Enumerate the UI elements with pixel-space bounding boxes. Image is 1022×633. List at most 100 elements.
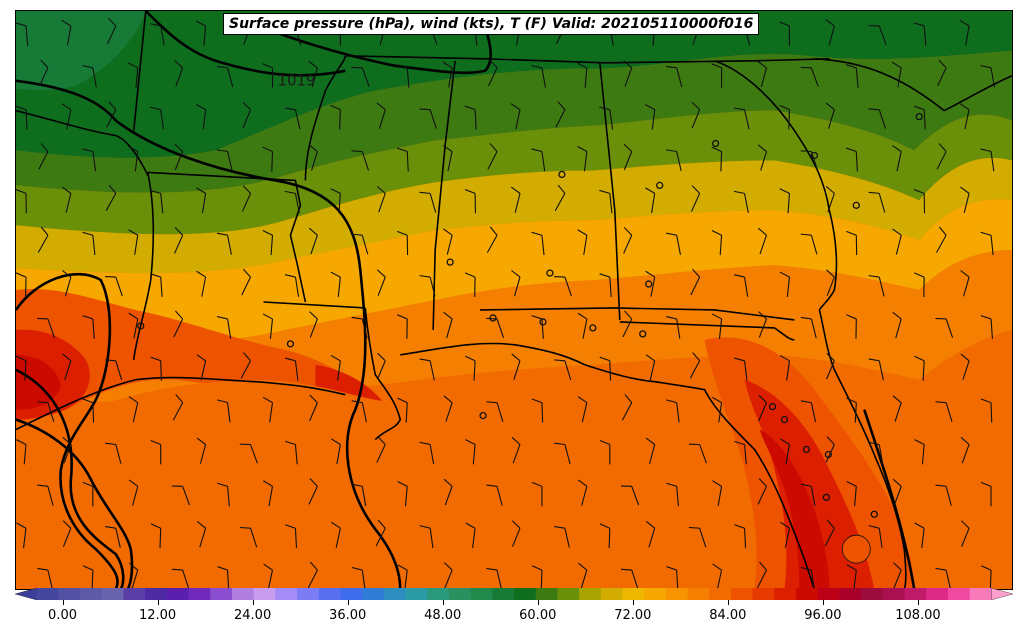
wind-barb: [666, 316, 681, 339]
state-boundary: [345, 55, 830, 64]
wind-barb: [824, 519, 835, 547]
wind-barb: [893, 562, 902, 589]
station-marker: [286, 340, 295, 348]
colorbar-tick-label: 60.00: [519, 608, 557, 623]
colorbar-swatch: [730, 588, 754, 600]
wind-barb: [757, 478, 767, 505]
wind-barb: [217, 482, 230, 507]
wind-barb: [712, 563, 723, 589]
wind-barb: [555, 101, 566, 128]
wind-barb: [914, 439, 925, 465]
wind-barb: [623, 227, 633, 254]
wind-barb: [419, 525, 434, 549]
wind-barb: [868, 358, 884, 381]
wind-barb: [554, 526, 570, 548]
station-marker: [479, 411, 487, 420]
colorbar-swatch: [253, 588, 276, 600]
wind-barb: [690, 268, 701, 296]
wind-barb: [62, 270, 72, 297]
station-marker: [645, 280, 653, 288]
wind-barb: [511, 353, 521, 380]
wind-barb: [82, 65, 97, 88]
colorbar-swatch: [817, 588, 840, 600]
wind-barb: [82, 565, 94, 589]
wind-barb: [800, 566, 815, 589]
wind-barb: [216, 65, 234, 88]
wind-barb: [486, 401, 504, 422]
wind-barb: [397, 564, 408, 589]
wind-barb: [825, 436, 835, 463]
wind-barb: [892, 395, 902, 422]
wind-barb: [734, 357, 748, 381]
wind-barb: [16, 355, 27, 381]
wind-barb: [914, 355, 925, 381]
isobar-line: [16, 272, 119, 589]
wind-barb: [846, 314, 857, 339]
wind-barb: [980, 65, 996, 88]
wind-barb: [511, 520, 521, 547]
gulf-water: [16, 371, 745, 589]
wind-barb: [443, 562, 453, 589]
wind-barb: [239, 443, 258, 464]
colorbar-swatch: [969, 588, 992, 600]
isobar-label: 1019: [277, 72, 315, 90]
colorbar-swatch: [600, 588, 623, 600]
station-marker: [656, 181, 664, 190]
wind-barb: [645, 354, 656, 381]
colorbar-swatch: [101, 588, 124, 600]
wind-barb: [241, 268, 252, 296]
wind-barb: [262, 146, 274, 172]
station-marker: [558, 170, 566, 179]
wind-barb: [645, 187, 656, 214]
wind-barb: [599, 440, 611, 465]
wind-barb: [577, 145, 588, 172]
wind-barb: [82, 398, 95, 423]
colorbar-swatch: [644, 588, 667, 600]
wind-barb: [309, 311, 318, 338]
wind-barb: [62, 436, 72, 464]
wind-barb: [443, 478, 453, 506]
colorbar-swatch: [687, 588, 710, 600]
isobar-line: [144, 11, 346, 77]
wind-barb: [892, 478, 902, 506]
wind-barbs: [16, 17, 996, 589]
isobar-line: [16, 418, 134, 589]
colorbar-swatch: [774, 588, 797, 600]
wind-barb: [691, 185, 701, 212]
wind-barb: [216, 316, 232, 339]
colorbar-tick: [347, 600, 349, 605]
wind-barb: [599, 189, 613, 214]
station-marker: [137, 322, 145, 330]
colorbar-swatch: [882, 588, 906, 600]
hot-spots: [16, 289, 915, 589]
wind-barb: [196, 354, 207, 381]
wind-barb: [825, 185, 835, 213]
wind-barb: [150, 356, 162, 381]
wind-barb: [711, 396, 723, 423]
station-marker: [639, 330, 647, 338]
wind-barb: [577, 479, 588, 506]
wind-barb: [980, 565, 992, 589]
wind-barb: [37, 484, 54, 506]
wind-barb: [980, 398, 993, 423]
wind-barb: [174, 143, 184, 171]
wind-barb: [150, 273, 163, 298]
wind-barb: [308, 60, 318, 88]
wind-barb: [826, 352, 835, 380]
wind-barb: [868, 441, 884, 465]
wind-barb: [510, 103, 521, 130]
wind-barb: [150, 523, 162, 549]
wind-barb: [511, 270, 521, 297]
colorbar-swatch: [557, 588, 580, 600]
wind-barb: [935, 567, 952, 589]
wind-barb: [376, 352, 386, 380]
isobar-line: [245, 19, 492, 75]
state-boundary: [132, 172, 155, 360]
wind-barb: [779, 354, 790, 381]
wind-barb: [419, 191, 437, 213]
wind-barb: [309, 394, 318, 422]
wind-barb: [578, 562, 588, 589]
colorbar-swatch: [839, 588, 862, 600]
wind-barb: [129, 562, 139, 589]
wind-barb: [825, 102, 835, 129]
